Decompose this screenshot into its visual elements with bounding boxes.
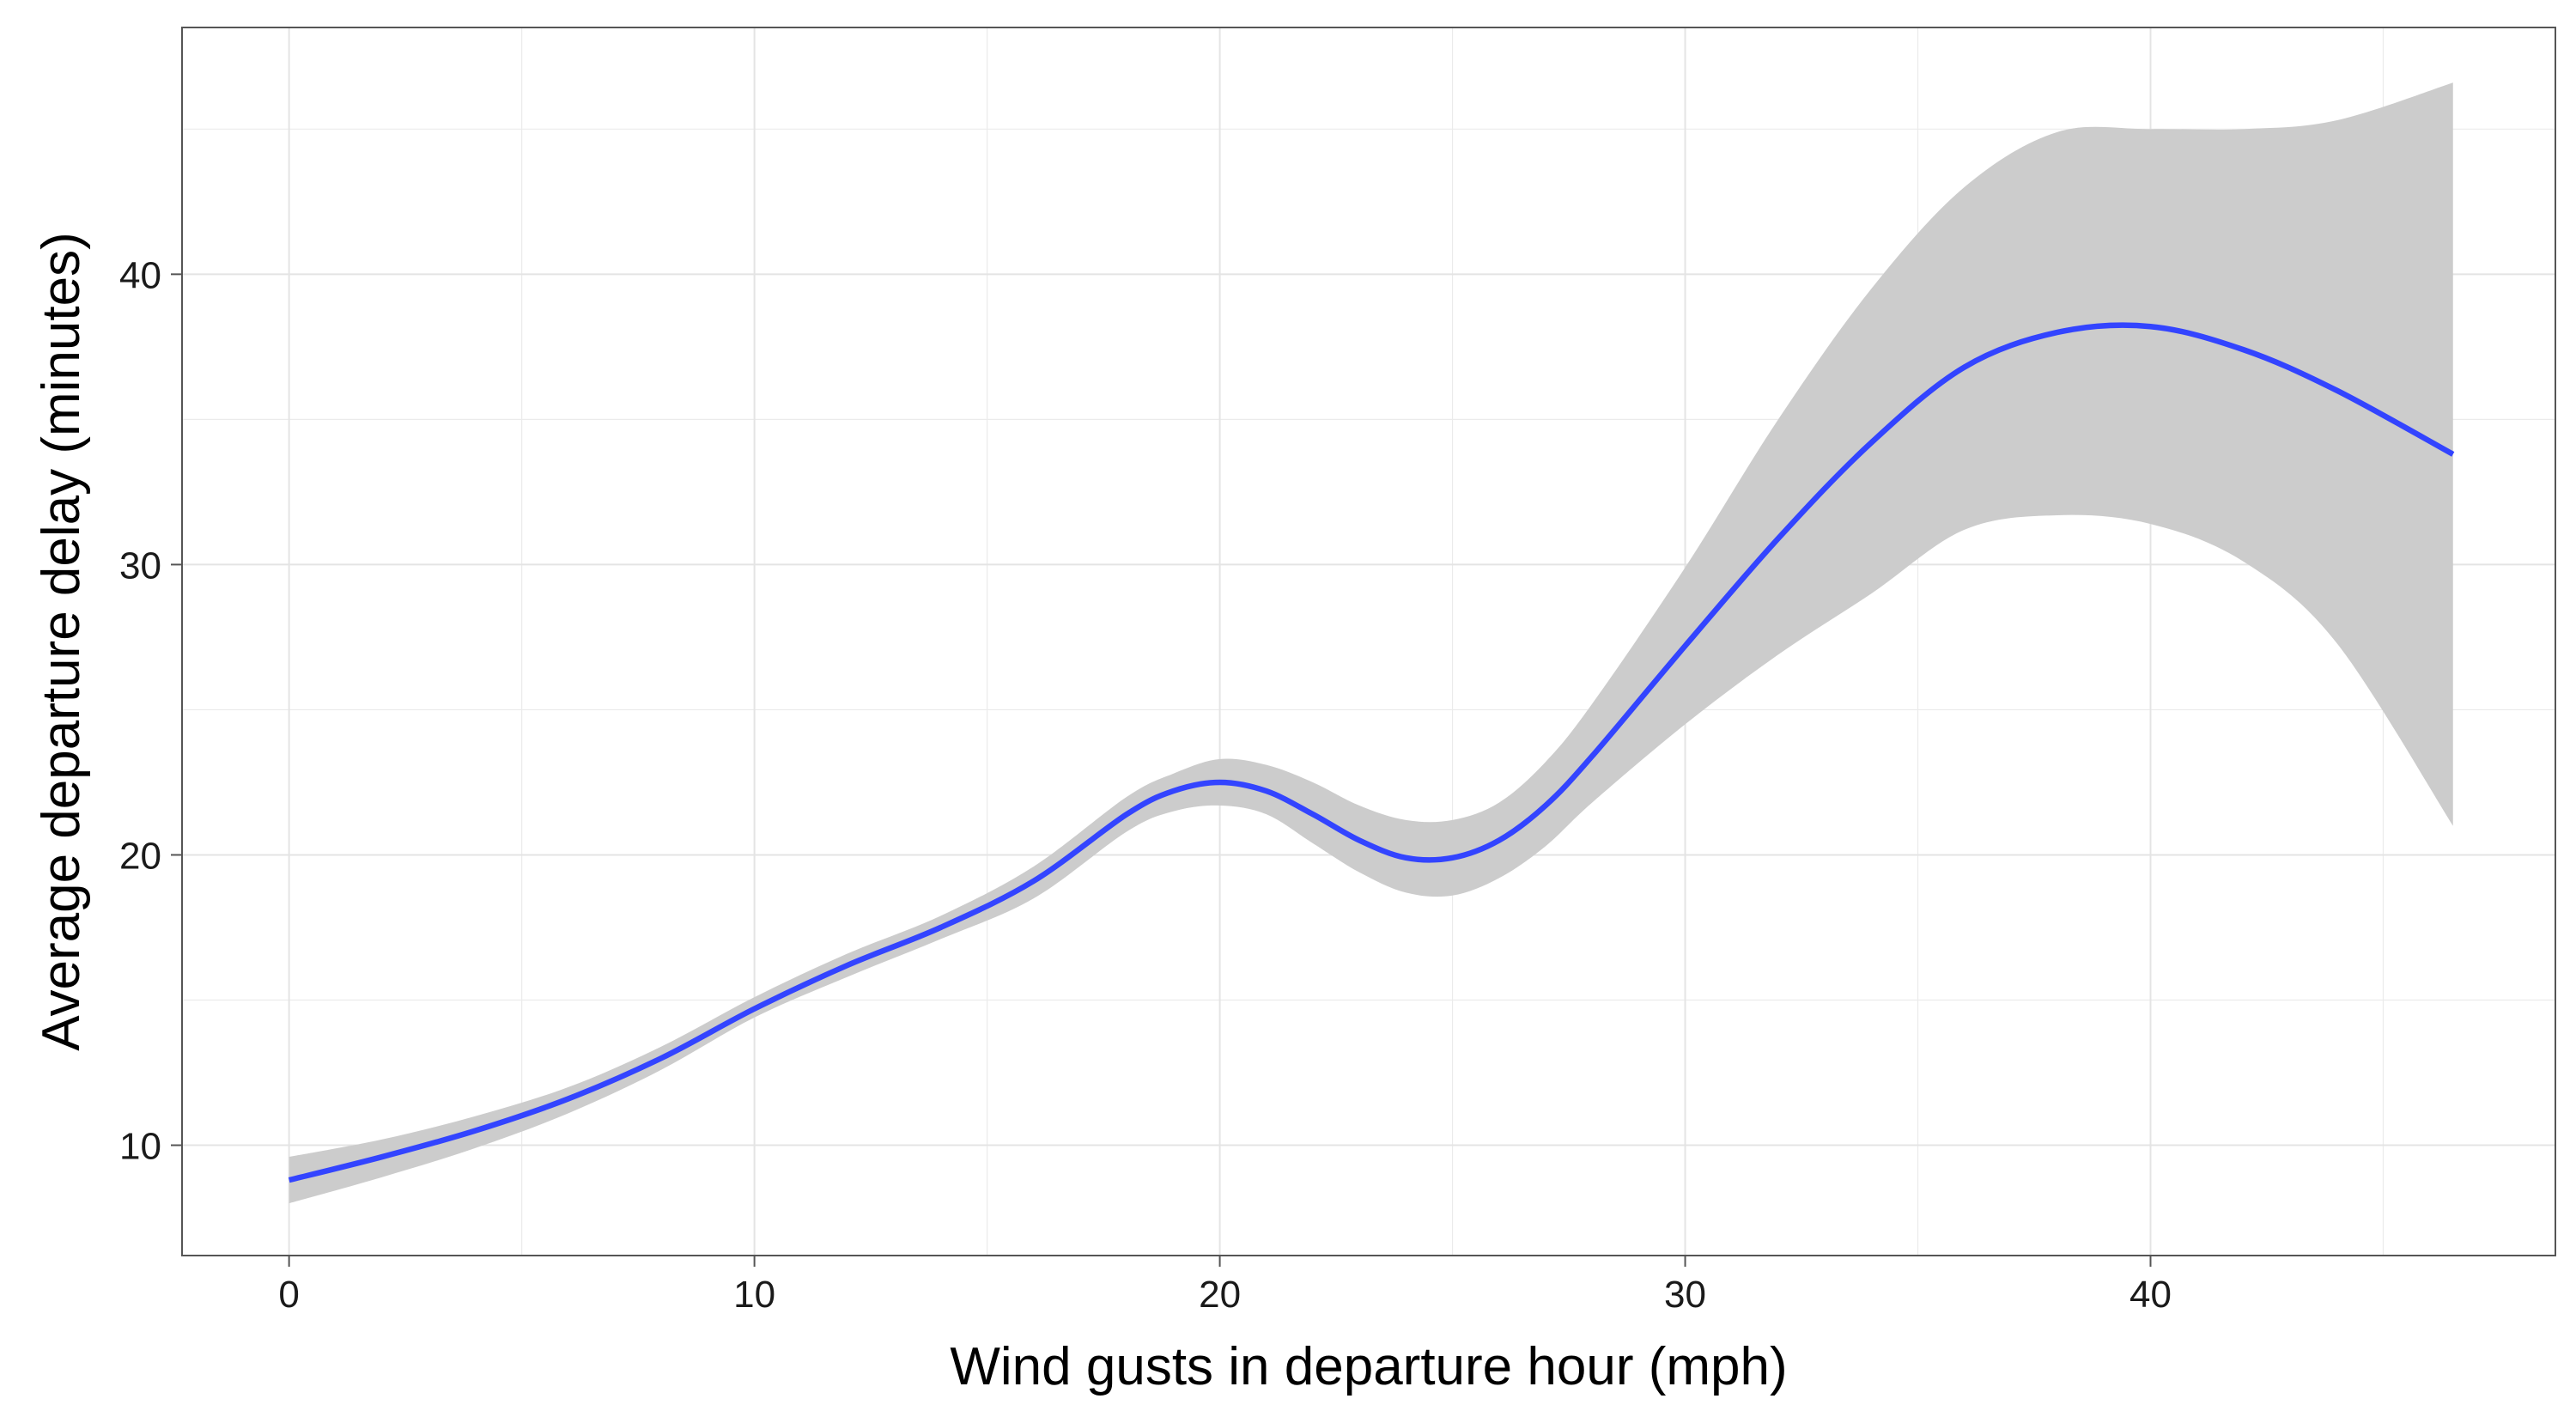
x-tick-label: 30 xyxy=(1664,1274,1706,1316)
x-axis-ticks: 0 10 20 30 40 xyxy=(278,1256,2172,1316)
y-tick-label: 20 xyxy=(119,835,161,877)
y-tick-label: 40 xyxy=(119,254,161,296)
x-tick-label: 40 xyxy=(2129,1274,2172,1316)
grid-lines xyxy=(182,27,2555,1256)
y-axis-title: Average departure delay (minutes) xyxy=(32,232,91,1051)
y-axis-ticks: 10 20 30 40 xyxy=(119,254,182,1168)
x-axis-title: Wind gusts in departure hour (mph) xyxy=(950,1337,1787,1396)
panel-border xyxy=(181,27,2556,1256)
x-tick-label: 20 xyxy=(1199,1274,1241,1316)
x-tick-label: 0 xyxy=(278,1274,299,1316)
smooth-trend-line xyxy=(288,322,2455,1183)
confidence-ribbon xyxy=(289,82,2453,1204)
confidence-band xyxy=(289,82,2453,1204)
trend-line xyxy=(288,322,2455,1183)
y-tick-label: 30 xyxy=(119,544,161,587)
y-tick-label: 10 xyxy=(119,1126,161,1168)
x-tick-label: 10 xyxy=(733,1274,775,1316)
